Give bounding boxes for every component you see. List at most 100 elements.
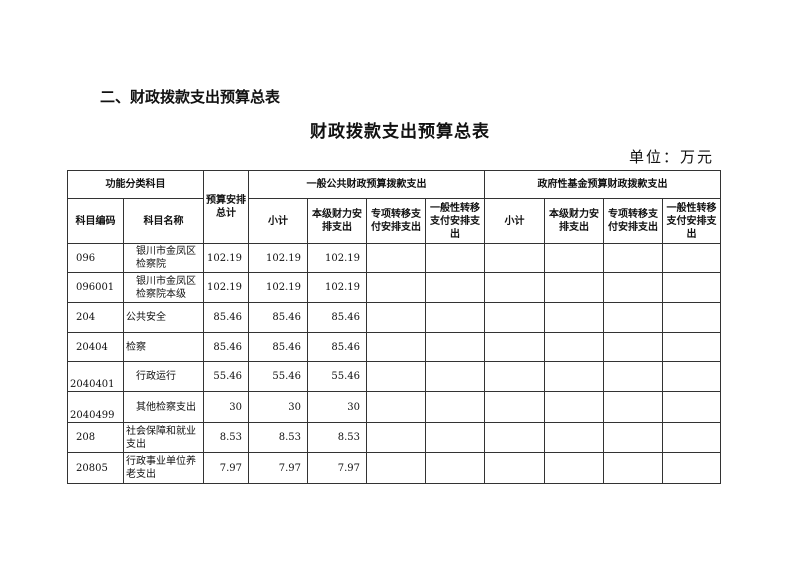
cell-empty	[425, 422, 485, 453]
cell-empty	[366, 332, 426, 362]
cell-empty	[603, 332, 663, 362]
header-func-class: 功能分类科目	[67, 170, 204, 199]
cell-empty	[544, 391, 604, 423]
cell-empty	[603, 422, 663, 453]
table-row: 2040499 其他检察支出 30 30 30	[67, 391, 721, 423]
cell-empty	[544, 452, 604, 484]
table-row: 204 公共安全 85.46 85.46 85.46	[67, 302, 721, 333]
cell-empty	[662, 422, 721, 453]
cell-sub: 8.53	[248, 422, 308, 453]
cell-code: 2040401	[67, 361, 124, 392]
cell-empty	[484, 302, 545, 333]
cell-code: 208	[67, 422, 124, 453]
cell-empty	[544, 302, 604, 333]
cell-local: 30	[307, 391, 367, 423]
cell-empty	[603, 302, 663, 333]
cell-local: 7.97	[307, 452, 367, 484]
cell-empty	[484, 272, 545, 303]
header-sub: 本级财力安排支出	[307, 198, 367, 244]
cell-empty	[366, 243, 426, 273]
cell-name: 银川市金凤区检察院	[123, 243, 204, 273]
cell-empty	[366, 361, 426, 392]
cell-empty	[366, 302, 426, 333]
cell-local: 8.53	[307, 422, 367, 453]
header-sub: 小计	[248, 198, 308, 244]
cell-empty	[366, 272, 426, 303]
cell-local: 102.19	[307, 243, 367, 273]
cell-total: 102.19	[203, 243, 249, 273]
cell-empty	[425, 272, 485, 303]
table-row: 096 银川市金凤区检察院 102.19 102.19 102.19	[67, 243, 721, 273]
cell-name: 银川市金凤区检察院本级	[123, 272, 204, 303]
cell-total: 55.46	[203, 361, 249, 392]
table-row: 20805 行政事业单位养老支出 7.97 7.97 7.97	[67, 452, 721, 484]
cell-empty	[484, 422, 545, 453]
cell-name: 社会保障和就业支出	[123, 422, 204, 453]
cell-total: 102.19	[203, 272, 249, 303]
table-title: 财政拨款支出预算总表	[310, 122, 490, 142]
cell-empty	[484, 361, 545, 392]
table-row: 2040401 行政运行 55.46 55.46 55.46	[67, 361, 721, 392]
cell-empty	[662, 272, 721, 303]
cell-sub: 102.19	[248, 243, 308, 273]
cell-empty	[544, 272, 604, 303]
cell-empty	[425, 302, 485, 333]
cell-local: 85.46	[307, 332, 367, 362]
cell-empty	[484, 332, 545, 362]
cell-name: 行政事业单位养老支出	[123, 452, 204, 484]
cell-sub: 85.46	[248, 302, 308, 333]
cell-empty	[366, 422, 426, 453]
cell-code: 204	[67, 302, 124, 333]
cell-empty	[662, 361, 721, 392]
header-sub: 专项转移支付安排支出	[603, 198, 663, 244]
table-row: 096001 银川市金凤区检察院本级 102.19 102.19 102.19	[67, 272, 721, 303]
cell-empty	[425, 243, 485, 273]
header-fund: 政府性基金预算财政拨款支出	[484, 170, 721, 199]
cell-empty	[603, 391, 663, 423]
table-row: 20404 检察 85.46 85.46 85.46	[67, 332, 721, 362]
cell-local: 102.19	[307, 272, 367, 303]
cell-sub: 55.46	[248, 361, 308, 392]
cell-name: 公共安全	[123, 302, 204, 333]
cell-empty	[662, 332, 721, 362]
cell-local: 55.46	[307, 361, 367, 392]
cell-code: 2040499	[67, 391, 124, 423]
header-general: 一般公共财政预算拨款支出	[248, 170, 485, 199]
header-sub: 本级财力安排支出	[544, 198, 604, 244]
cell-empty	[603, 452, 663, 484]
cell-code: 20404	[67, 332, 124, 362]
cell-empty	[484, 243, 545, 273]
cell-total: 8.53	[203, 422, 249, 453]
cell-empty	[544, 332, 604, 362]
cell-empty	[544, 422, 604, 453]
cell-empty	[662, 302, 721, 333]
cell-name: 行政运行	[123, 361, 204, 392]
cell-empty	[662, 452, 721, 484]
cell-empty	[425, 332, 485, 362]
cell-empty	[366, 391, 426, 423]
cell-empty	[484, 391, 545, 423]
cell-total: 30	[203, 391, 249, 423]
cell-empty	[425, 452, 485, 484]
cell-empty	[544, 243, 604, 273]
cell-total: 7.97	[203, 452, 249, 484]
cell-empty	[603, 361, 663, 392]
cell-name: 检察	[123, 332, 204, 362]
cell-name: 其他检察支出	[123, 391, 204, 423]
cell-code: 096001	[67, 272, 124, 303]
cell-empty	[662, 243, 721, 273]
cell-empty	[366, 452, 426, 484]
unit-label: 单位：万元	[628, 148, 714, 166]
cell-sub: 102.19	[248, 272, 308, 303]
header-sub: 一般性转移支付安排支出	[425, 198, 485, 244]
header-code: 科目编码	[67, 198, 124, 244]
cell-empty	[662, 391, 721, 423]
cell-sub: 7.97	[248, 452, 308, 484]
budget-table: 功能分类科目 预算安排总计 一般公共财政预算拨款支出 政府性基金预算财政拨款支出…	[67, 170, 721, 484]
cell-total: 85.46	[203, 332, 249, 362]
cell-sub: 85.46	[248, 332, 308, 362]
header-total: 预算安排总计	[203, 170, 249, 244]
cell-code: 096	[67, 243, 124, 273]
header-name: 科目名称	[123, 198, 204, 244]
